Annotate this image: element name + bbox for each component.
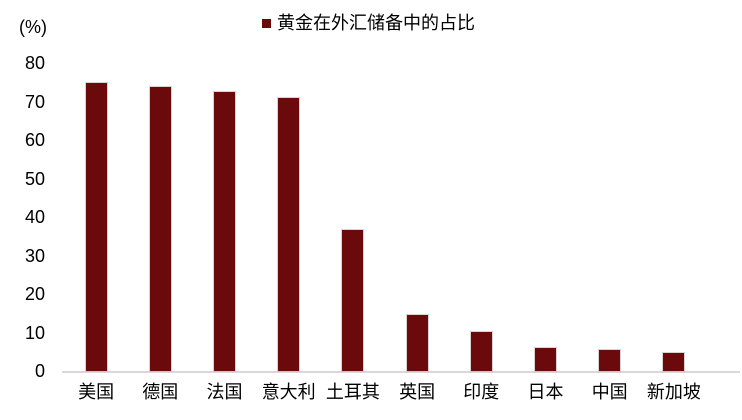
y-tick-label: 20 xyxy=(24,284,45,304)
x-axis: 美国 德国 法国 意大利 土耳其 英国 印度 日本 中国 新加坡 xyxy=(62,381,740,405)
bar xyxy=(149,86,171,371)
x-category-label: 日本 xyxy=(527,382,564,402)
bar xyxy=(278,98,300,371)
y-tick-label: 10 xyxy=(24,322,45,343)
x-category-label: 美国 xyxy=(78,382,115,402)
bar xyxy=(214,91,235,371)
y-tick-label: 0 xyxy=(34,361,45,381)
legend: 黄金在外汇储备中的占比 xyxy=(262,12,475,34)
legend-square-icon xyxy=(262,19,271,28)
bar xyxy=(599,350,621,371)
y-tick-label: 50 xyxy=(24,168,45,189)
y-tick-label: 60 xyxy=(24,130,45,150)
x-category-label: 土耳其 xyxy=(325,382,380,402)
x-category-label: 新加坡 xyxy=(646,382,701,402)
bar xyxy=(342,230,364,371)
y-tick-label: 80 xyxy=(24,53,45,73)
x-category-label: 英国 xyxy=(399,382,436,402)
y-axis: 0 10 20 30 40 50 60 70 80 xyxy=(0,54,45,380)
y-tick-label: 30 xyxy=(24,245,45,266)
x-category-label: 法国 xyxy=(206,382,243,402)
plot-area xyxy=(62,63,740,373)
x-category-label: 中国 xyxy=(591,382,628,402)
x-category-label: 印度 xyxy=(463,382,500,402)
bar xyxy=(535,348,556,371)
x-category-label: 意大利 xyxy=(261,382,316,402)
x-category-label: 德国 xyxy=(142,382,179,402)
y-tick-label: 40 xyxy=(24,207,45,227)
y-tick-label: 70 xyxy=(24,91,45,112)
bar xyxy=(470,331,492,371)
bar xyxy=(406,314,428,371)
bar xyxy=(663,353,685,371)
y-axis-unit-label: (%) xyxy=(19,17,47,37)
legend-label: 黄金在外汇储备中的占比 xyxy=(277,13,475,33)
bar xyxy=(85,83,107,371)
